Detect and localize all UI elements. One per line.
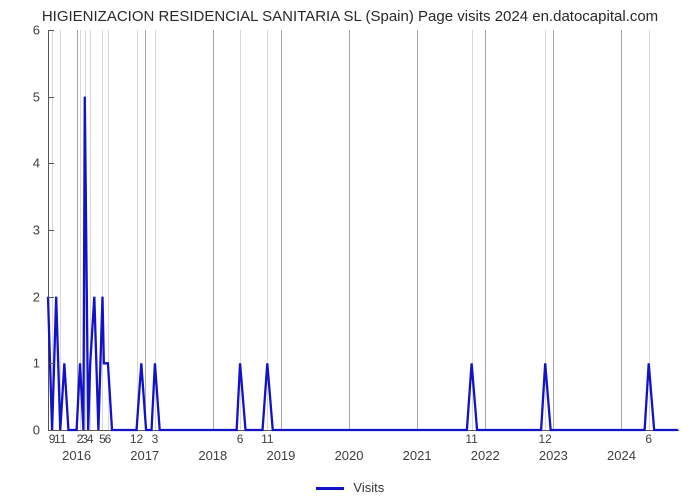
x-year-tick-label: 2024 [607, 448, 636, 463]
y-tick-mark [48, 163, 54, 164]
x-year-tick-label: 2022 [471, 448, 500, 463]
y-tick-mark [48, 363, 54, 364]
x-minor-tick-label: 6 [105, 432, 112, 446]
legend: Visits [0, 480, 700, 495]
x-year-tick-label: 2020 [335, 448, 364, 463]
legend-label: Visits [353, 480, 384, 495]
y-tick-label: 2 [0, 289, 48, 304]
x-minor-tick-label: 11 [465, 432, 477, 446]
visits-polyline [48, 97, 678, 430]
x-minor-tick-label: 6 [237, 432, 244, 446]
x-minor-tick-label: 11 [54, 432, 66, 446]
y-tick-mark [48, 30, 54, 31]
y-axis-ticks: 0123456 [0, 30, 48, 430]
x-year-tick-label: 2023 [539, 448, 568, 463]
x-year-tick-label: 2021 [403, 448, 432, 463]
y-tick-mark [48, 97, 54, 98]
x-year-tick-label: 2019 [266, 448, 295, 463]
x-minor-tick-label: 4 [87, 432, 94, 446]
y-tick-label: 6 [0, 23, 48, 38]
x-minor-tick-label: 3 [152, 432, 159, 446]
x-minor-tick-label: 11 [261, 432, 273, 446]
x-minor-tick-label: 12 [130, 432, 143, 446]
x-year-tick-label: 2017 [130, 448, 159, 463]
x-minor-tick-label: 6 [645, 432, 652, 446]
y-tick-mark [48, 297, 54, 298]
y-tick-label: 0 [0, 423, 48, 438]
y-tick-mark [48, 230, 54, 231]
x-minor-tick-label: 12 [539, 432, 552, 446]
y-tick-label: 5 [0, 89, 48, 104]
chart-title: HIGIENIZACION RESIDENCIAL SANITARIA SL (… [0, 8, 700, 25]
x-year-tick-label: 2018 [198, 448, 227, 463]
y-tick-label: 4 [0, 156, 48, 171]
y-tick-label: 1 [0, 356, 48, 371]
legend-swatch [316, 487, 344, 490]
plot-area [48, 30, 678, 430]
series-line [48, 30, 678, 430]
x-axis-ticks: 9112345612361111126201620172018201920202… [48, 432, 678, 472]
x-year-tick-label: 2016 [62, 448, 91, 463]
y-tick-label: 3 [0, 223, 48, 238]
y-tick-mark [48, 430, 54, 431]
